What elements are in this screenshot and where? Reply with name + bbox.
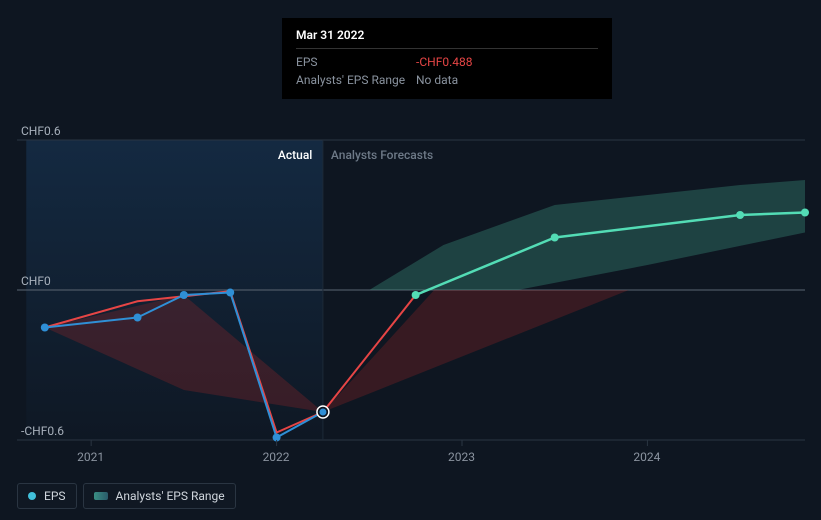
eps-actual-point[interactable]	[180, 291, 188, 299]
x-tick-label: 2022	[263, 450, 290, 464]
eps-actual-point[interactable]	[41, 324, 49, 332]
y-tick-label: CHF0	[21, 274, 51, 288]
eps-actual-point[interactable]	[226, 289, 234, 297]
tooltip-row: EPS-CHF0.488	[296, 53, 598, 71]
tooltip-row-label: Analysts' EPS Range	[296, 71, 416, 89]
x-tick-label: 2021	[77, 450, 104, 464]
x-tick-label: 2023	[448, 450, 475, 464]
tooltip-row: Analysts' EPS RangeNo data	[296, 71, 598, 89]
analysts-range-positive	[369, 180, 805, 290]
legend-swatch-icon	[94, 492, 108, 500]
eps-forecast-chart: -CHF0.6 CHF0 CHF0.6 2021 2022 2023 2024 Actua…	[0, 0, 821, 520]
tooltip-separator	[296, 48, 598, 49]
chart-tooltip: Mar 31 2022 EPS-CHF0.488Analysts' EPS Ra…	[282, 18, 612, 99]
eps-forecast-point[interactable]	[412, 291, 420, 299]
x-tick-label: 2024	[633, 450, 660, 464]
chart-legend: EPS Analysts' EPS Range	[17, 483, 236, 509]
region-label-actual: Actual	[278, 148, 312, 162]
region-label-forecast: Analysts Forecasts	[331, 148, 433, 162]
y-tick-label: CHF0.6	[21, 124, 61, 138]
tooltip-row-label: EPS	[296, 53, 416, 71]
legend-item[interactable]: EPS	[17, 483, 77, 509]
legend-label: Analysts' EPS Range	[116, 489, 225, 503]
legend-dot-icon	[28, 492, 36, 500]
tooltip-row-value: No data	[416, 71, 458, 89]
legend-label: EPS	[44, 489, 66, 503]
eps-actual-point[interactable]	[134, 314, 142, 322]
eps-forecast-point[interactable]	[551, 234, 559, 242]
tooltip-date: Mar 31 2022	[296, 28, 598, 42]
legend-item[interactable]: Analysts' EPS Range	[83, 483, 236, 509]
eps-forecast-point[interactable]	[736, 211, 744, 219]
tooltip-row-value: -CHF0.488	[416, 53, 472, 71]
hover-marker-inner	[319, 409, 326, 416]
eps-forecast-point[interactable]	[801, 209, 809, 217]
y-tick-label: -CHF0.6	[21, 424, 64, 438]
